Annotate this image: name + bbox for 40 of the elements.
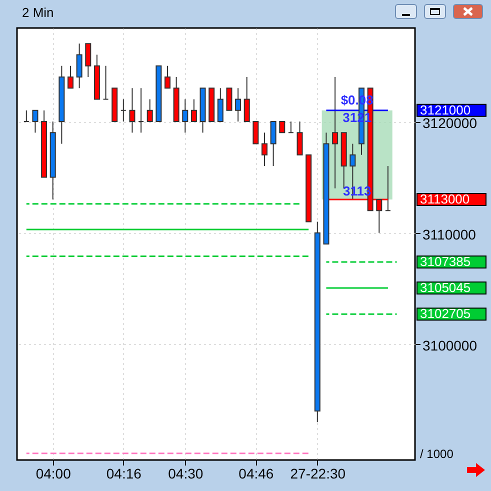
chart-title: 2 Min [22, 5, 54, 20]
candlestick [235, 88, 242, 122]
candlestick [76, 43, 82, 89]
candlestick [164, 65, 170, 89]
y-tick-label: 3110000 [422, 226, 476, 242]
y-tick-label: 3121000 [420, 102, 471, 118]
candlestick [182, 98, 188, 134]
candlestick [217, 88, 224, 122]
x-tick-label: 04:16 [106, 466, 142, 482]
y-tick-label: 3102705 [420, 306, 471, 322]
candlestick [190, 98, 197, 122]
candlestick [32, 110, 38, 134]
candlestick [23, 110, 30, 122]
candlestick [244, 76, 250, 122]
candlestick [68, 65, 74, 89]
x-tick-label: 04:00 [36, 466, 72, 482]
candlestick [270, 121, 276, 167]
candlestick [120, 98, 126, 122]
candlestick [252, 121, 259, 144]
x-tick-label: 04:46 [238, 466, 274, 482]
y-tick-label: 3113000 [420, 191, 470, 206]
y-tick-label: 3100000 [422, 338, 478, 354]
candlestick [384, 166, 391, 212]
candlestick [85, 43, 92, 78]
text: / 1000 [420, 447, 454, 461]
candlestick [138, 88, 144, 134]
x-tick-label: 04:30 [168, 466, 204, 482]
y-tick-label: 3120000 [422, 115, 478, 132]
candlestick [296, 121, 303, 156]
candlestick [262, 132, 268, 167]
candlestick [146, 98, 153, 122]
candlestick [226, 88, 232, 111]
candlestick [332, 76, 338, 189]
y-tick-label: 3107385 [420, 254, 471, 269]
candlestick [288, 121, 294, 134]
candlestick [279, 121, 286, 134]
x-tick-label: 27-22:30 [290, 466, 346, 482]
candlestick [102, 65, 109, 100]
candlestick [129, 88, 136, 134]
y-tick-label: 3105045 [420, 280, 471, 296]
